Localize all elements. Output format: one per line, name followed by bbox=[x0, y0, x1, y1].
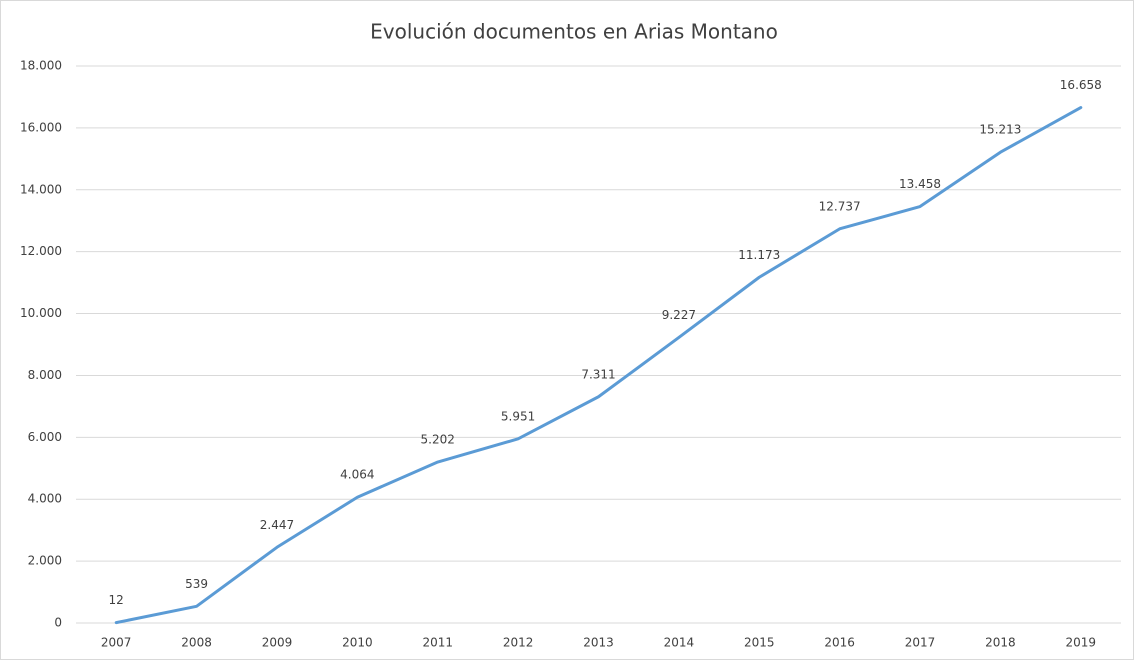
x-tick-label: 2010 bbox=[342, 636, 373, 650]
y-tick-label: 18.000 bbox=[20, 59, 62, 73]
data-label: 16.658 bbox=[1060, 78, 1102, 92]
data-label: 539 bbox=[185, 577, 208, 591]
x-tick-label: 2016 bbox=[824, 636, 855, 650]
x-tick-label: 2012 bbox=[503, 636, 534, 650]
x-tick-label: 2013 bbox=[583, 636, 614, 650]
x-tick-label: 2011 bbox=[422, 636, 453, 650]
data-label: 5.202 bbox=[421, 433, 455, 447]
x-tick-label: 2007 bbox=[101, 636, 132, 650]
x-tick-label: 2009 bbox=[262, 636, 293, 650]
x-tick-label: 2018 bbox=[985, 636, 1016, 650]
y-tick-label: 16.000 bbox=[20, 120, 62, 134]
y-tick-label: 12.000 bbox=[20, 244, 62, 258]
data-label: 12.737 bbox=[819, 199, 861, 213]
y-tick-label: 6.000 bbox=[28, 430, 62, 444]
y-tick-label: 10.000 bbox=[20, 306, 62, 320]
x-tick-label: 2014 bbox=[664, 636, 695, 650]
y-tick-label: 4.000 bbox=[28, 492, 62, 506]
data-label: 9.227 bbox=[662, 308, 696, 322]
y-tick-label: 14.000 bbox=[20, 182, 62, 196]
x-tick-label: 2015 bbox=[744, 636, 775, 650]
data-label: 15.213 bbox=[979, 123, 1021, 137]
y-tick-label: 8.000 bbox=[28, 368, 62, 382]
data-label: 13.458 bbox=[899, 177, 941, 191]
data-line bbox=[114, 106, 1083, 625]
x-tick-label: 2017 bbox=[905, 636, 936, 650]
chart-title: Evolución documentos en Arias Montano bbox=[370, 20, 778, 44]
data-label: 12 bbox=[109, 593, 124, 607]
data-label: 11.173 bbox=[738, 248, 780, 262]
data-label: 4.064 bbox=[340, 468, 374, 482]
x-tick-label: 2019 bbox=[1066, 636, 1097, 650]
data-label: 5.951 bbox=[501, 409, 535, 423]
x-tick-label: 2008 bbox=[181, 636, 212, 650]
y-tick-label: 2.000 bbox=[28, 554, 62, 568]
data-label: 2.447 bbox=[260, 518, 294, 532]
y-tick-label: 0 bbox=[54, 616, 62, 630]
data-label: 7.311 bbox=[581, 367, 615, 381]
